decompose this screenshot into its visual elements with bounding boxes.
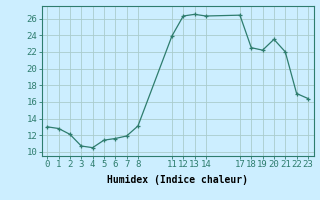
X-axis label: Humidex (Indice chaleur): Humidex (Indice chaleur) (107, 175, 248, 185)
